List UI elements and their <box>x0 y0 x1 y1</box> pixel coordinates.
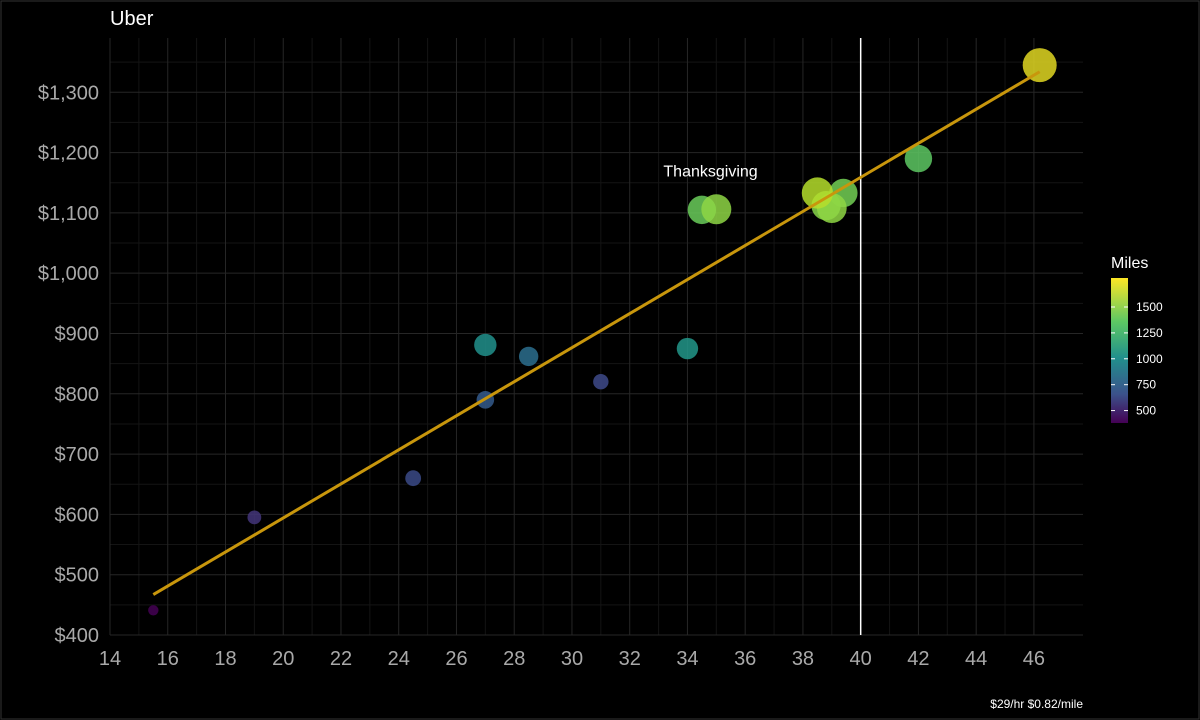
x-tick-label: 24 <box>388 648 410 670</box>
color-legend: Miles 500 750 1000 1250 1500 <box>1111 255 1163 423</box>
annotations-group: Thanksgiving <box>663 164 757 181</box>
grid <box>109 38 1083 636</box>
data-point <box>904 144 933 173</box>
x-tick-label: 32 <box>619 648 641 670</box>
trendline <box>152 70 1041 596</box>
y-tick-label: $600 <box>55 504 100 526</box>
x-tick-label: 44 <box>965 648 987 670</box>
y-tick-label: $900 <box>55 323 100 345</box>
x-tick-label: 34 <box>676 648 698 670</box>
y-tick-label: $400 <box>55 625 100 647</box>
x-tick-label: 28 <box>503 648 525 670</box>
x-tick-label: 14 <box>99 648 121 670</box>
data-point <box>593 374 609 390</box>
data-point <box>148 605 159 616</box>
x-tick-label: 16 <box>157 648 179 670</box>
x-tick-label: 22 <box>330 648 352 670</box>
x-tick-label: 26 <box>445 648 467 670</box>
chart-caption: $29/hr $0.82/mile <box>990 697 1083 711</box>
y-tick-label: $700 <box>55 444 100 466</box>
data-point <box>474 333 497 357</box>
points-group <box>148 48 1057 616</box>
x-tick-label: 46 <box>1023 648 1045 670</box>
data-point <box>405 470 422 487</box>
legend-title: Miles <box>1111 255 1148 272</box>
data-point <box>247 510 262 525</box>
legend-tick-label: 1250 <box>1136 326 1163 340</box>
y-tick-label: $800 <box>55 384 100 406</box>
x-tick-label: 38 <box>792 648 814 670</box>
data-point <box>1022 48 1057 83</box>
legend-colorbar <box>1111 278 1128 423</box>
data-point <box>801 177 833 209</box>
x-tick-label: 30 <box>561 648 583 670</box>
axes: 14 16 18 20 22 24 26 28 30 32 34 36 38 40 42 44 46 $400 $5… <box>38 82 1045 670</box>
y-tick-label: $1,200 <box>38 143 99 165</box>
chart-title: Uber <box>110 8 154 30</box>
y-tick-label: $1,000 <box>38 263 99 285</box>
legend-tick-label: 500 <box>1136 404 1156 418</box>
legend-tick-label: 1500 <box>1136 300 1163 314</box>
y-tick-label: $1,100 <box>38 203 99 225</box>
x-tick-label: 18 <box>214 648 236 670</box>
data-point <box>701 194 732 225</box>
x-tick-label: 40 <box>850 648 872 670</box>
y-tick-label: $500 <box>55 565 100 587</box>
trendline-group <box>152 70 1041 596</box>
data-point <box>518 346 539 367</box>
x-tick-label: 36 <box>734 648 756 670</box>
data-point <box>676 337 699 360</box>
x-tick-label: 20 <box>272 648 294 670</box>
y-tick-label: $1,300 <box>38 82 99 104</box>
legend-ticks: 500 750 1000 1250 1500 <box>1111 300 1163 418</box>
x-tick-label: 42 <box>907 648 929 670</box>
legend-tick-label: 750 <box>1136 378 1156 392</box>
annotation-label: Thanksgiving <box>663 164 757 181</box>
legend-tick-label: 1000 <box>1136 352 1163 366</box>
